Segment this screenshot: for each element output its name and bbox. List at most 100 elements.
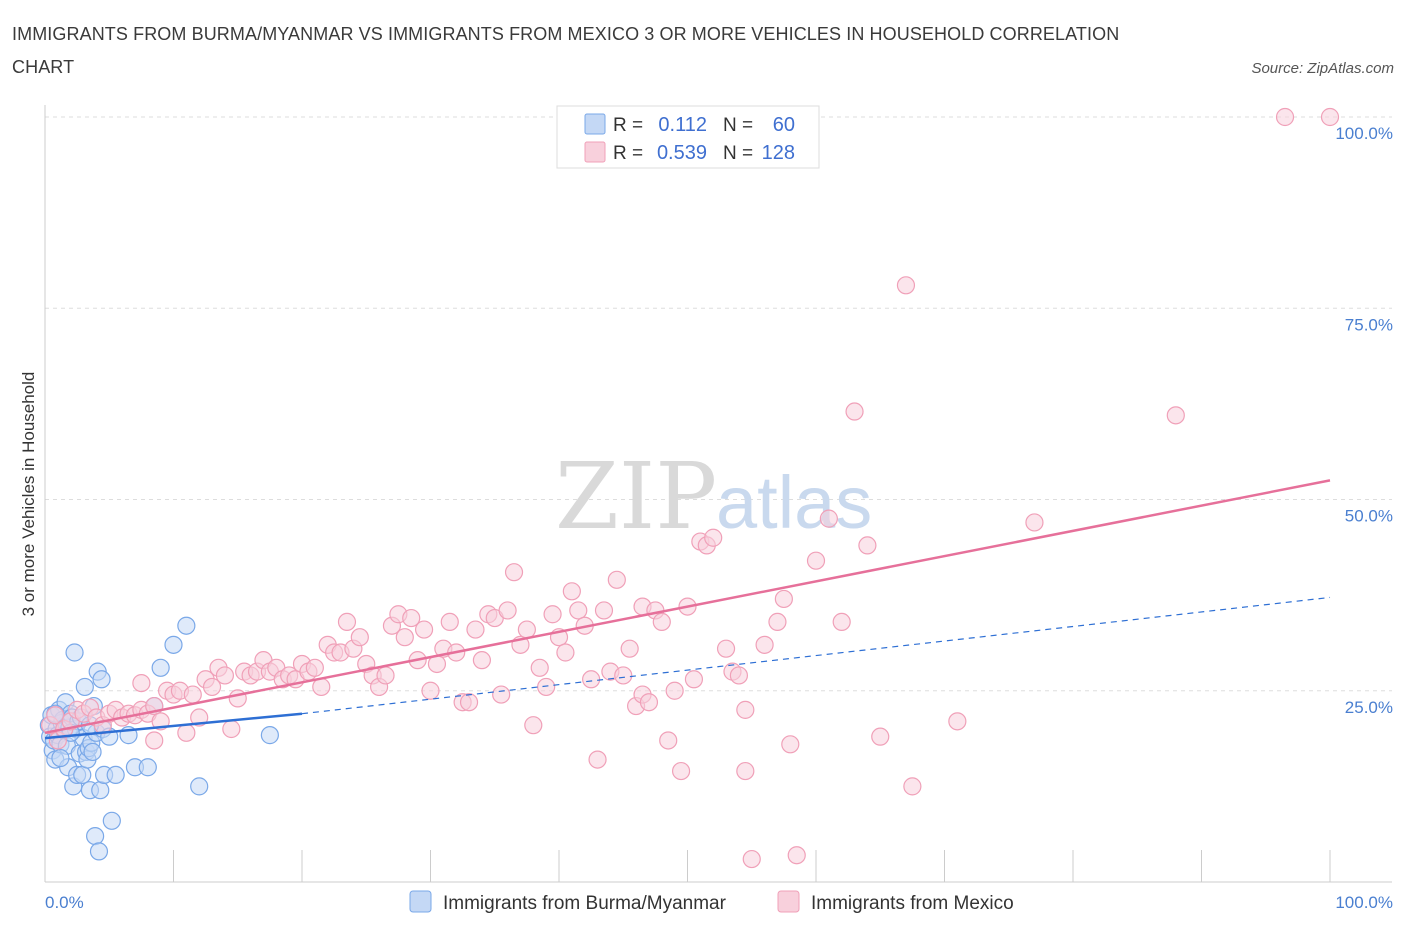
- point-burma: [102, 811, 121, 830]
- point-mexico: [395, 628, 414, 647]
- series-legend: Immigrants from Burma/Myanmar Immigrants…: [409, 890, 1014, 914]
- chart-title: IMMIGRANTS FROM BURMA/MYANMAR VS IMMIGRA…: [12, 24, 1120, 77]
- point-mexico: [620, 639, 639, 658]
- point-mexico: [46, 706, 65, 725]
- bottom-legend-swatch-burma: [409, 890, 432, 913]
- point-mexico: [543, 605, 562, 624]
- point-mexico: [729, 666, 749, 685]
- point-mexico: [896, 276, 916, 295]
- correlation-legend: R = 0.112 N = 60 R = 0.539 N = 128: [556, 105, 820, 169]
- point-burma: [260, 726, 279, 745]
- point-mexico: [787, 846, 806, 865]
- trend-lines: [44, 479, 1331, 740]
- y-axis-title: 3 or more Vehicles in Household: [19, 372, 38, 617]
- point-mexico: [215, 666, 234, 685]
- point-mexico: [774, 589, 793, 609]
- point-burma: [89, 842, 109, 861]
- point-mexico: [768, 612, 787, 632]
- point-mexico: [819, 509, 838, 528]
- legend-r-label-burma: R =: [613, 115, 643, 136]
- point-burma: [91, 781, 110, 800]
- point-mexico: [190, 708, 209, 727]
- point-mexico: [665, 681, 684, 700]
- point-mexico: [222, 719, 241, 739]
- point-mexico: [742, 849, 761, 869]
- legend-n-value-mexico: 128: [762, 142, 795, 164]
- point-mexico: [228, 689, 247, 708]
- point-mexico: [684, 670, 704, 689]
- trend-line-burma: [44, 712, 303, 740]
- point-mexico: [466, 620, 485, 639]
- point-burma: [177, 616, 196, 635]
- bottom-legend-label-burma: Immigrants from Burma/Myanmar: [443, 893, 727, 914]
- legend-r-value-mexico: 0.539: [657, 142, 707, 164]
- point-burma: [164, 635, 183, 654]
- source-label: Source: ZipAtlas.com: [1251, 60, 1394, 77]
- point-mexico: [402, 608, 421, 628]
- point-burma: [73, 765, 92, 785]
- point-mexico: [716, 639, 736, 658]
- point-mexico: [517, 620, 536, 639]
- point-mexico: [183, 685, 202, 704]
- point-mexico: [421, 681, 440, 700]
- point-mexico: [832, 612, 851, 632]
- point-mexico: [903, 777, 922, 796]
- point-mexico: [492, 685, 511, 704]
- point-mexico: [659, 731, 678, 750]
- point-mexico: [537, 677, 556, 697]
- point-mexico: [948, 712, 967, 731]
- point-mexico: [504, 563, 524, 582]
- point-mexico: [582, 670, 601, 689]
- y-tick-label-100: 100.0%: [1335, 124, 1393, 143]
- legend-swatch-mexico: [584, 141, 606, 163]
- point-mexico: [459, 693, 479, 712]
- point-mexico: [337, 612, 357, 632]
- point-burma: [86, 826, 105, 846]
- point-mexico: [806, 551, 826, 570]
- point-mexico: [305, 658, 324, 677]
- legend-n-value-burma: 60: [773, 114, 795, 136]
- watermark: ZIP atlas: [555, 443, 872, 550]
- legend-r-label-mexico: R =: [613, 143, 643, 164]
- point-mexico: [639, 693, 659, 712]
- point-mexico: [671, 761, 691, 781]
- trend-line-burma-projected: [301, 596, 1331, 715]
- point-mexico: [845, 402, 864, 421]
- watermark-zip: ZIP: [555, 443, 717, 550]
- point-mexico: [1275, 107, 1295, 127]
- point-mexico: [781, 735, 800, 754]
- point-burma: [138, 758, 157, 777]
- point-mexico: [524, 716, 543, 735]
- point-mexico: [498, 601, 517, 620]
- point-mexico: [472, 651, 491, 670]
- point-mexico: [145, 731, 164, 750]
- point-mexico: [652, 612, 671, 632]
- watermark-atlas: atlas: [716, 461, 872, 544]
- point-mexico: [440, 612, 459, 632]
- point-mexico: [350, 628, 369, 647]
- bottom-legend-label-mexico: Immigrants from Mexico: [811, 893, 1014, 914]
- point-mexico: [1025, 513, 1044, 532]
- point-mexico: [594, 601, 614, 620]
- point-burma: [190, 777, 209, 796]
- point-mexico: [588, 750, 607, 769]
- point-mexico: [562, 582, 581, 601]
- point-mexico: [569, 601, 588, 620]
- trend-line-mexico: [44, 479, 1331, 735]
- point-mexico: [177, 723, 196, 742]
- bottom-legend-swatch-mexico: [777, 890, 800, 913]
- tick-labels: 25.0% 50.0% 75.0% 100.0% 0.0% 100.0%: [45, 124, 1393, 912]
- point-burma: [151, 658, 170, 677]
- point-mexico: [202, 677, 222, 697]
- point-mexico: [132, 673, 151, 693]
- y-tick-label-25: 25.0%: [1345, 698, 1393, 717]
- point-burma: [75, 677, 94, 697]
- point-mexico: [1320, 107, 1340, 127]
- point-mexico: [736, 700, 755, 719]
- point-mexico: [736, 761, 755, 781]
- point-burma: [92, 670, 111, 689]
- y-tick-label-75: 75.0%: [1345, 315, 1393, 334]
- x-tick-label-min: 0.0%: [45, 893, 84, 912]
- point-mexico: [858, 536, 877, 555]
